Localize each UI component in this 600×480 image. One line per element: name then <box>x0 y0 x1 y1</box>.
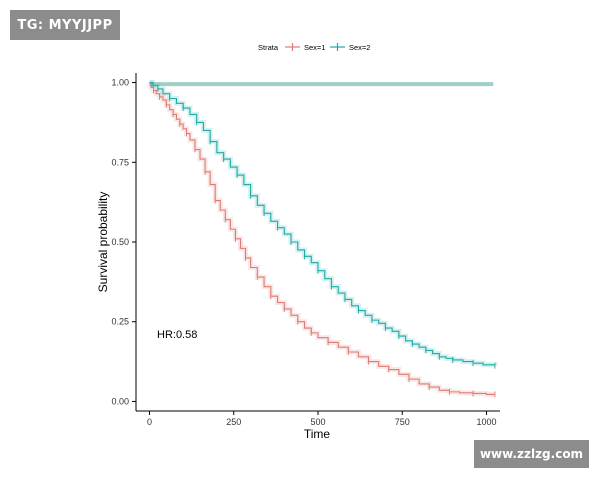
series-sex-2 <box>149 80 498 369</box>
watermark-top-left: TG: MYYJJPP <box>10 10 120 40</box>
legend-label-sex2: Sex=2 <box>349 43 370 52</box>
x-tick-label: 0 <box>147 417 152 427</box>
series-layer <box>148 80 498 398</box>
y-tick-label: 0.00 <box>111 396 129 406</box>
y-tick-label: 0.25 <box>111 317 129 327</box>
series-line <box>149 82 495 395</box>
y-tick-label: 0.75 <box>111 157 129 167</box>
hr-annotation: HR:0.58 <box>157 329 197 341</box>
legend: Strata Sex=1 Sex=2 <box>258 43 370 52</box>
x-ticks: 0 250 500 750 1000 <box>147 411 497 427</box>
x-tick-label: 500 <box>310 417 325 427</box>
x-axis-title: Time <box>304 427 331 441</box>
y-ticks: 0.00 0.25 0.50 0.75 1.00 <box>111 78 136 406</box>
x-tick-label: 1000 <box>477 417 497 427</box>
series-sex-1 <box>148 80 496 398</box>
legend-label-sex1: Sex=1 <box>304 43 325 52</box>
y-axis-title: Survival probability <box>96 192 110 293</box>
series-band <box>149 80 498 368</box>
y-tick-label: 1.00 <box>111 78 129 88</box>
watermark-bottom-right: www.zzlzg.com <box>474 440 589 468</box>
x-tick-label: 250 <box>226 417 241 427</box>
y-tick-label: 0.50 <box>111 237 129 247</box>
x-tick-label: 750 <box>395 417 410 427</box>
legend-title: Strata <box>258 43 279 52</box>
